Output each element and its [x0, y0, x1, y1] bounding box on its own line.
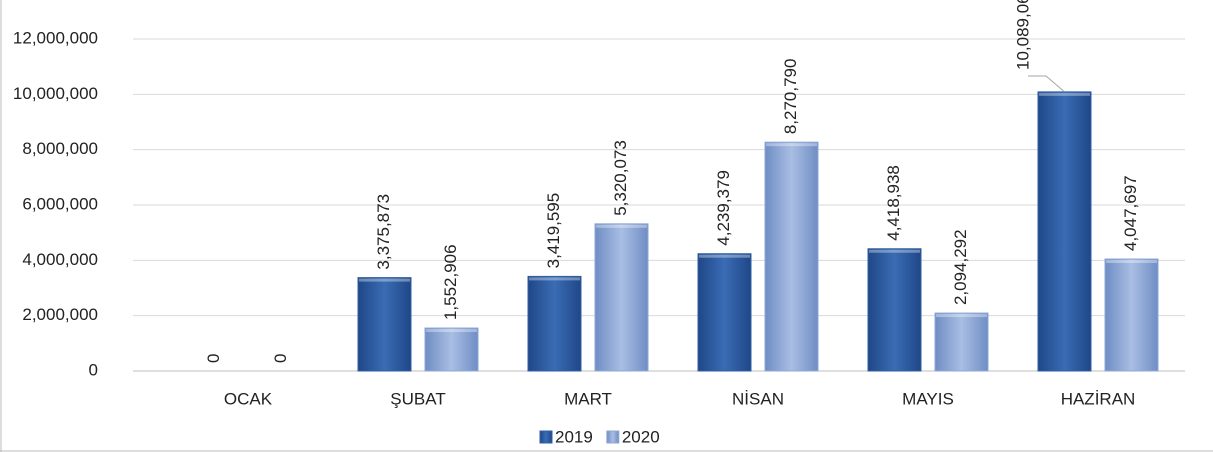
bar: [1037, 91, 1092, 372]
value-label: 1,552,906: [441, 244, 460, 320]
bar: [357, 277, 412, 372]
value-label: 10,089,060: [1013, 0, 1032, 70]
bar-top: [699, 254, 750, 258]
y-tick-label: 0: [89, 360, 98, 379]
x-tick-label: ŞUBAT: [390, 389, 445, 408]
value-label: 4,418,938: [884, 165, 903, 241]
y-tick-label: 4,000,000: [22, 250, 98, 269]
y-tick-label: 10,000,000: [13, 84, 98, 103]
bar: [764, 141, 819, 372]
legend-label: 2020: [622, 427, 660, 446]
bar: [1104, 258, 1159, 372]
value-label: 8,270,790: [781, 59, 800, 135]
bar: [594, 223, 649, 372]
x-tick-label: MART: [564, 389, 612, 408]
bar-top: [529, 277, 580, 281]
bar-top: [766, 143, 817, 147]
y-tick-label: 6,000,000: [22, 194, 98, 213]
bar: [934, 312, 989, 372]
bar: [424, 327, 479, 372]
value-label: 3,375,873: [374, 194, 393, 270]
bar-top: [1106, 260, 1157, 264]
bar-top: [869, 249, 920, 253]
bar-top: [359, 278, 410, 282]
bar: [527, 275, 582, 372]
x-tick-label: MAYIS: [902, 389, 954, 408]
leader-line: [1028, 75, 1065, 93]
legend-swatch: [606, 430, 620, 444]
x-tick-label: NİSAN: [732, 389, 784, 408]
value-label: 0: [204, 354, 223, 363]
bar: [697, 253, 752, 372]
value-label: 0: [271, 354, 290, 363]
y-tick-label: 8,000,000: [22, 139, 98, 158]
bar-top: [596, 224, 647, 228]
y-tick-label: 2,000,000: [22, 305, 98, 324]
bar-top: [426, 329, 477, 333]
bar: [867, 248, 922, 372]
x-tick-label: OCAK: [224, 389, 273, 408]
bar-top: [1039, 92, 1090, 96]
value-label: 2,094,292: [951, 229, 970, 305]
value-label: 5,320,073: [611, 140, 630, 216]
bar-top: [936, 314, 987, 318]
y-tick-label: 12,000,000: [13, 28, 98, 47]
legend-swatch: [539, 430, 553, 444]
legend-label: 2019: [555, 427, 593, 446]
value-label: 4,239,379: [714, 170, 733, 246]
value-label: 3,419,595: [544, 193, 563, 269]
x-tick-label: HAZİRAN: [1061, 389, 1136, 408]
value-label: 4,047,697: [1121, 175, 1140, 251]
